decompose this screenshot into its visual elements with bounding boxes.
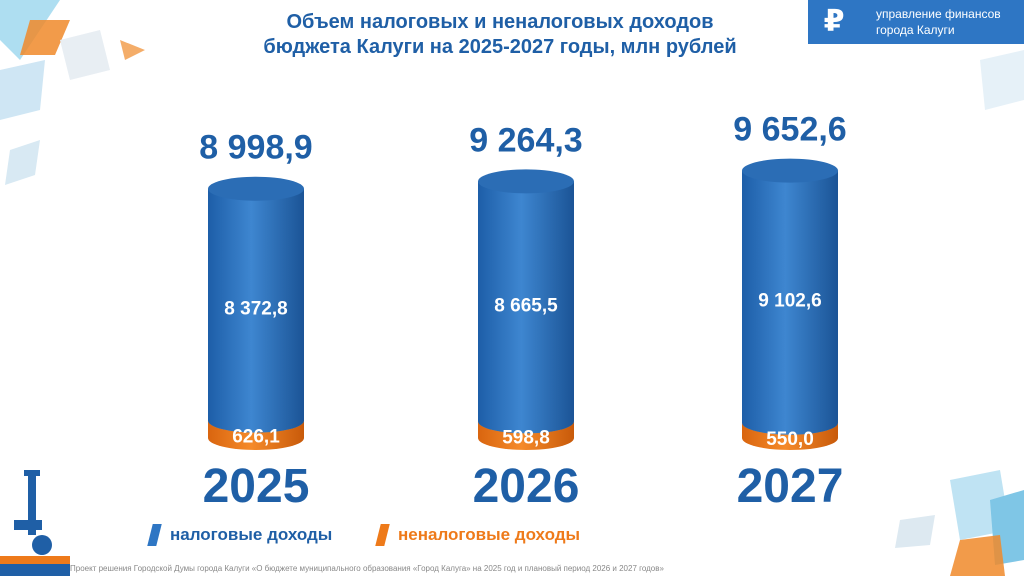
total-value-label-2027: 9 652,6 [733,111,846,149]
monument-icon [0,470,70,576]
bar-group-2026: 8 665,5 598,8 9 264,3 2026 [469,121,582,513]
year-label-2025: 2025 [203,460,310,513]
brand-badge: ₽ управление финансов города Калуги [808,0,1024,44]
tax-value-label-2027: 9 102,6 [758,291,821,312]
brand-text: управление финансов города Калуги [876,6,1001,38]
tax-value-label-2025: 8 372,8 [224,299,287,320]
bar-tax-top-2027 [742,158,838,183]
brand-line-2: города Калуги [876,23,955,37]
legend-label-tax: налоговые доходы [170,525,333,544]
footer-note: Проект решения Городской Думы города Кал… [70,564,664,573]
page-title-line-1: Объем налоговых и неналоговых доходов [286,11,714,33]
bar-tax-2026 [478,181,574,434]
non-tax-value-label-2026: 598,8 [502,427,550,448]
bar-tax-top-2025 [208,176,304,201]
ruble-icon: ₽ [823,5,845,38]
bar-tax-top-2026 [478,169,574,194]
bar-group-2027: 9 102,6 550,0 9 652,6 2027 [733,111,846,513]
bar-group-2025: 8 372,8 626,1 8 998,9 2025 [199,129,312,513]
legend-label-non-tax: неналоговые доходы [398,525,581,544]
year-label-2026: 2026 [473,460,580,513]
non-tax-value-label-2025: 626,1 [232,427,280,448]
tax-value-label-2026: 8 665,5 [494,295,558,316]
non-tax-value-label-2027: 550,0 [766,429,814,450]
year-label-2027: 2027 [737,460,844,513]
brand-line-1: управление финансов [876,7,1001,21]
page-title-line-2: бюджета Калуги на 2025-2027 годы, млн ру… [263,36,737,58]
bar-tax-2025 [208,188,304,433]
total-value-label-2025: 8 998,9 [199,129,312,167]
page-title: Объем налоговых и неналоговых доходов бю… [170,10,830,60]
total-value-label-2026: 9 264,3 [469,121,582,159]
bar-tax-2027 [742,170,838,435]
